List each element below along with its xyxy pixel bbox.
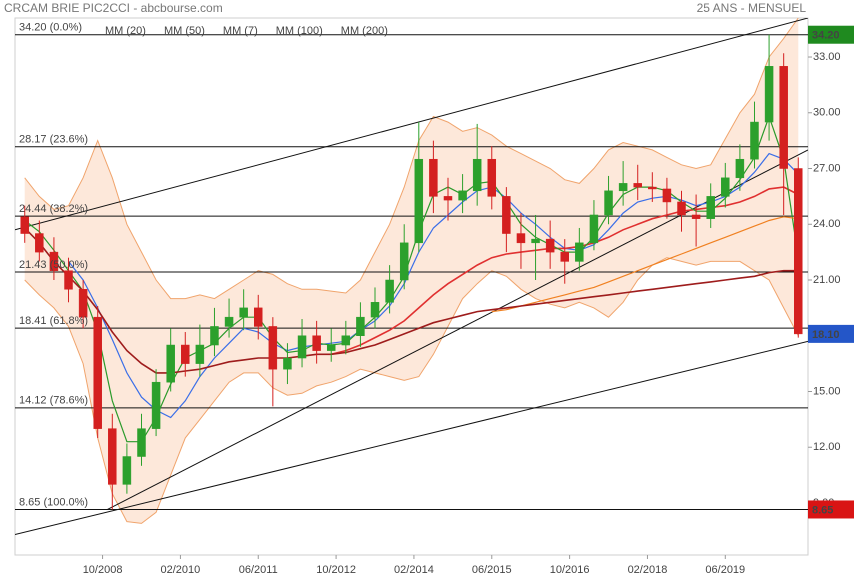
candle-body: [385, 279, 394, 303]
candle-body: [151, 381, 161, 429]
level-label: 28.17 (23.6%): [19, 134, 88, 146]
trend-line: [15, 18, 808, 231]
x-tick-label: 10/2008: [83, 564, 123, 576]
level-label: 24.44 (38.2%): [19, 203, 88, 215]
candle-body: [283, 357, 292, 370]
ma-line: [491, 216, 799, 313]
candle-body: [604, 190, 613, 216]
candle-body: [487, 158, 497, 197]
x-tick-label: 02/2018: [628, 564, 668, 576]
y-tick-label: 21.00: [813, 274, 841, 286]
candle-body: [210, 326, 219, 346]
chart-title: CRCAM BRIE PIC2CCI - abcbourse.com: [4, 1, 223, 15]
x-tick-label: 06/2011: [239, 564, 278, 576]
candle-body: [764, 66, 774, 123]
candle-body: [662, 188, 672, 203]
y-tick-label: 12.00: [813, 441, 841, 453]
candle-body: [458, 190, 467, 201]
x-tick-label: 02/2014: [394, 564, 434, 576]
y-tick-label: 30.00: [813, 107, 841, 119]
candle-body: [560, 251, 569, 262]
y-tick-label: 27.00: [813, 162, 841, 174]
candle-body: [341, 335, 351, 346]
candle-body: [502, 196, 511, 234]
candle-body: [618, 183, 628, 192]
candle-body: [239, 307, 248, 318]
candle-body: [633, 183, 642, 188]
band-area: [24, 18, 799, 524]
level-label: 18.41 (61.8%): [19, 315, 88, 327]
x-tick-label: 10/2012: [316, 564, 356, 576]
level-label: 34.20 (0.0%): [19, 22, 82, 34]
level-label: 21.43 (50.0%): [19, 259, 88, 271]
candle-body: [472, 158, 482, 192]
candle-body: [356, 316, 365, 336]
ma-line: [24, 227, 799, 374]
chart-subtitle: 25 ANS - MENSUEL: [697, 1, 807, 15]
band-upper: [24, 18, 799, 300]
price-tag: [808, 500, 854, 519]
candle-body: [122, 456, 132, 485]
candle-body: [706, 196, 715, 219]
y-tick-label: 33.00: [813, 51, 841, 63]
candle-body: [589, 214, 599, 244]
candle-body: [794, 168, 803, 335]
legend-entry: MM (20): [105, 25, 146, 37]
candle-body: [399, 242, 409, 281]
price-tag-label: 18.10: [812, 329, 840, 341]
candle-body: [429, 158, 438, 197]
x-tick-label: 10/2016: [550, 564, 590, 576]
candle-body: [181, 344, 190, 364]
level-label: 8.65 (100.0%): [19, 496, 88, 508]
candle-body: [108, 428, 117, 485]
candle-body: [35, 233, 44, 253]
x-tick-label: 02/2010: [161, 564, 201, 576]
candle-body: [750, 121, 759, 160]
trend-line: [15, 340, 808, 536]
candle-body: [326, 344, 336, 351]
candle-body: [735, 158, 745, 179]
x-tick-label: 06/2019: [705, 564, 745, 576]
x-tick-label: 06/2015: [472, 564, 512, 576]
candle-body: [575, 242, 584, 262]
legend-entry: MM (50): [164, 25, 205, 37]
candle-body: [443, 196, 453, 201]
y-tick-label: 24.00: [813, 218, 841, 230]
candle-body: [166, 344, 175, 383]
price-tag-label: 34.20: [812, 30, 840, 42]
level-label: 14.12 (78.6%): [19, 395, 88, 407]
candle-body: [648, 186, 657, 190]
candle-body: [677, 201, 686, 216]
candle-body: [254, 307, 263, 327]
plot-frame: [14, 17, 809, 556]
candle-body: [93, 316, 102, 429]
price-tag: [808, 25, 854, 44]
candle-body: [20, 216, 29, 234]
plot-area: [15, 18, 808, 536]
candle-body: [297, 335, 307, 359]
candle-body: [779, 66, 788, 169]
candle-body: [545, 238, 555, 253]
candle-body: [137, 428, 146, 457]
price-tag-label: 8.65: [812, 504, 833, 516]
candle-body: [312, 335, 321, 351]
candle-body: [49, 251, 59, 271]
legend-entry: MM (100): [276, 25, 323, 37]
legend-entry: MM (200): [341, 25, 388, 37]
candle-body: [224, 316, 234, 327]
legend-entry: MM (7): [223, 25, 258, 37]
candle-body: [370, 302, 380, 318]
candle-body: [268, 326, 278, 370]
y-tick-label: 15.00: [813, 385, 841, 397]
candle-body: [721, 177, 730, 197]
candle-body: [691, 214, 701, 219]
candle-body: [64, 270, 73, 290]
candle-body: [516, 233, 526, 244]
candle-body: [414, 158, 424, 244]
price-tag: [808, 324, 854, 343]
candle-body: [531, 238, 540, 244]
candle-body: [195, 344, 205, 364]
candle-body: [78, 289, 88, 318]
